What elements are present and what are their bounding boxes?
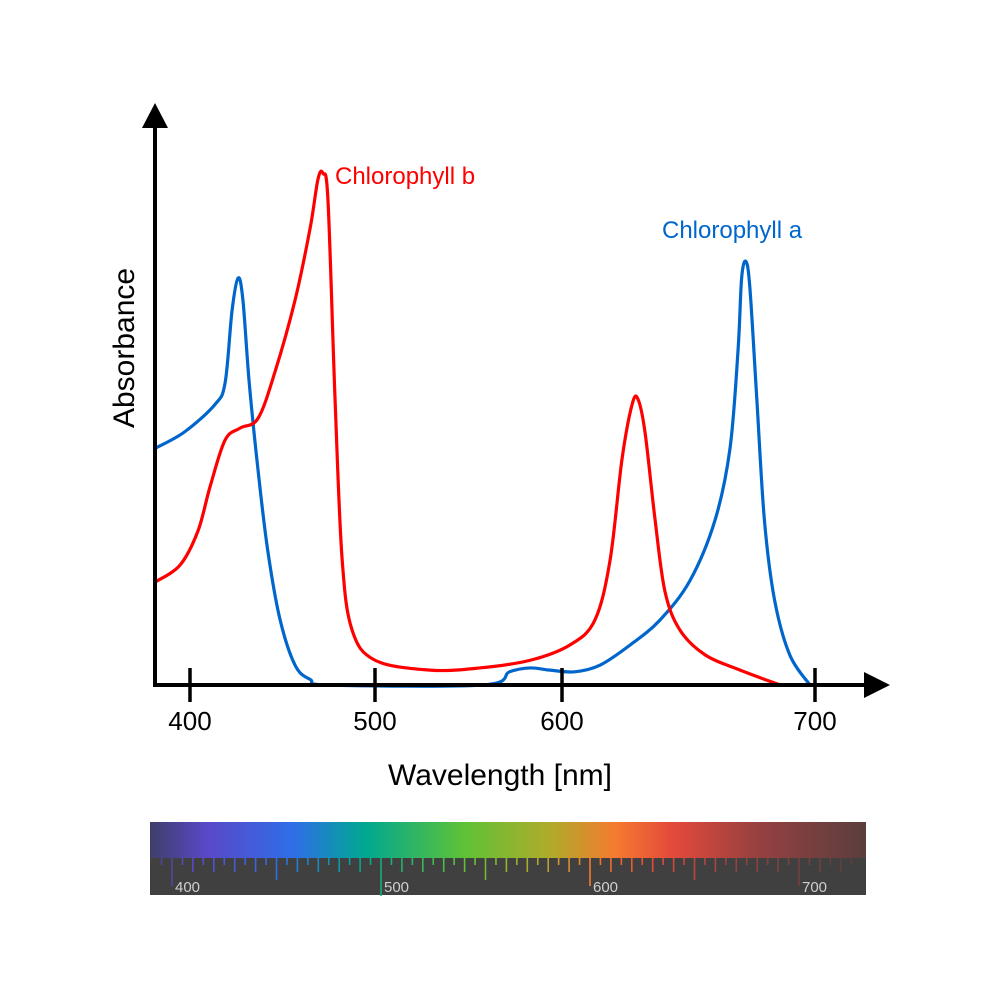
series-line-chlorophyll-a	[154, 259, 812, 688]
x-ticks: 400 500 600 700	[168, 668, 837, 736]
spectrum-label-400: 400	[175, 879, 200, 896]
series-label-chlorophyll-a: Chlorophyll a	[662, 217, 803, 244]
x-tick-label-400: 400	[168, 706, 211, 736]
x-tick-label-600: 600	[540, 706, 583, 736]
series-label-chlorophyll-b: Chlorophyll b	[335, 163, 475, 190]
x-tick-label-500: 500	[353, 706, 396, 736]
x-axis-arrow	[864, 672, 890, 698]
y-axis-label: Absorbance	[108, 268, 141, 428]
spectrum-label-700: 700	[802, 879, 827, 896]
x-axis-label: Wavelength [nm]	[388, 759, 612, 792]
spectrum-gradient	[150, 822, 866, 860]
axes	[142, 103, 890, 698]
spectrum-ticks: 400 500 600 700	[160, 858, 853, 896]
spectrum-label-500: 500	[384, 879, 409, 896]
spectrum-bar: 400 500 600 700	[150, 822, 866, 896]
series-line-chlorophyll-b	[153, 169, 781, 687]
y-axis-arrow	[142, 103, 168, 128]
spectrum-scale	[150, 858, 866, 895]
x-tick-label-700: 700	[793, 706, 836, 736]
curves-layer	[153, 169, 812, 688]
spectrum-label-600: 600	[593, 879, 618, 896]
